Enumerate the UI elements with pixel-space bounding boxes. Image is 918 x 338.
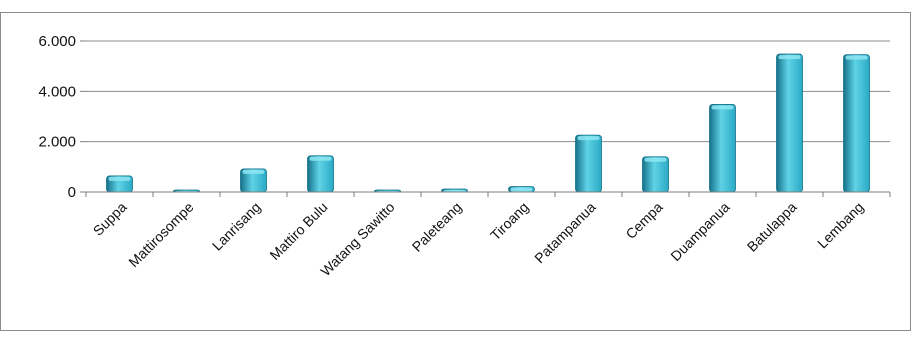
bar-batulappa [776, 53, 803, 193]
bar-patampanua [575, 134, 602, 193]
bar-cempa [642, 156, 669, 193]
bar-body [642, 156, 669, 193]
bar-highlight [309, 156, 332, 161]
bar-highlight [845, 55, 868, 60]
y-tick-label: 2.000 [38, 134, 76, 151]
bar-tiroang [508, 186, 535, 193]
bar-paleteang [441, 188, 468, 193]
y-tick-label: 0 [68, 184, 76, 201]
bar-body [843, 54, 870, 193]
bar-duampanua [709, 104, 736, 193]
bar-mattiro-bulu [307, 155, 334, 193]
y-axis-tick-labels: 0 2.000 4.000 6.000 [38, 33, 76, 201]
bar-highlight [778, 55, 801, 60]
bar-highlight [242, 169, 265, 174]
gridlines [80, 40, 891, 197]
bars [106, 53, 870, 193]
bar-lanrisang [240, 168, 267, 193]
bar-highlight [443, 189, 466, 192]
y-tick-label: 4.000 [38, 83, 76, 100]
bar-suppa [106, 175, 133, 193]
chart-border [0, 12, 911, 331]
y-tick-label: 6.000 [38, 33, 76, 50]
bar-body [776, 53, 803, 193]
bar-highlight [108, 176, 131, 181]
bar-highlight [510, 187, 533, 192]
bar-highlight [644, 157, 667, 162]
bar-body [307, 155, 334, 193]
bar-lembang [843, 54, 870, 193]
bar-body [575, 134, 602, 193]
bar-body [709, 104, 736, 193]
bar-highlight [577, 136, 600, 141]
bar-highlight [711, 105, 734, 110]
